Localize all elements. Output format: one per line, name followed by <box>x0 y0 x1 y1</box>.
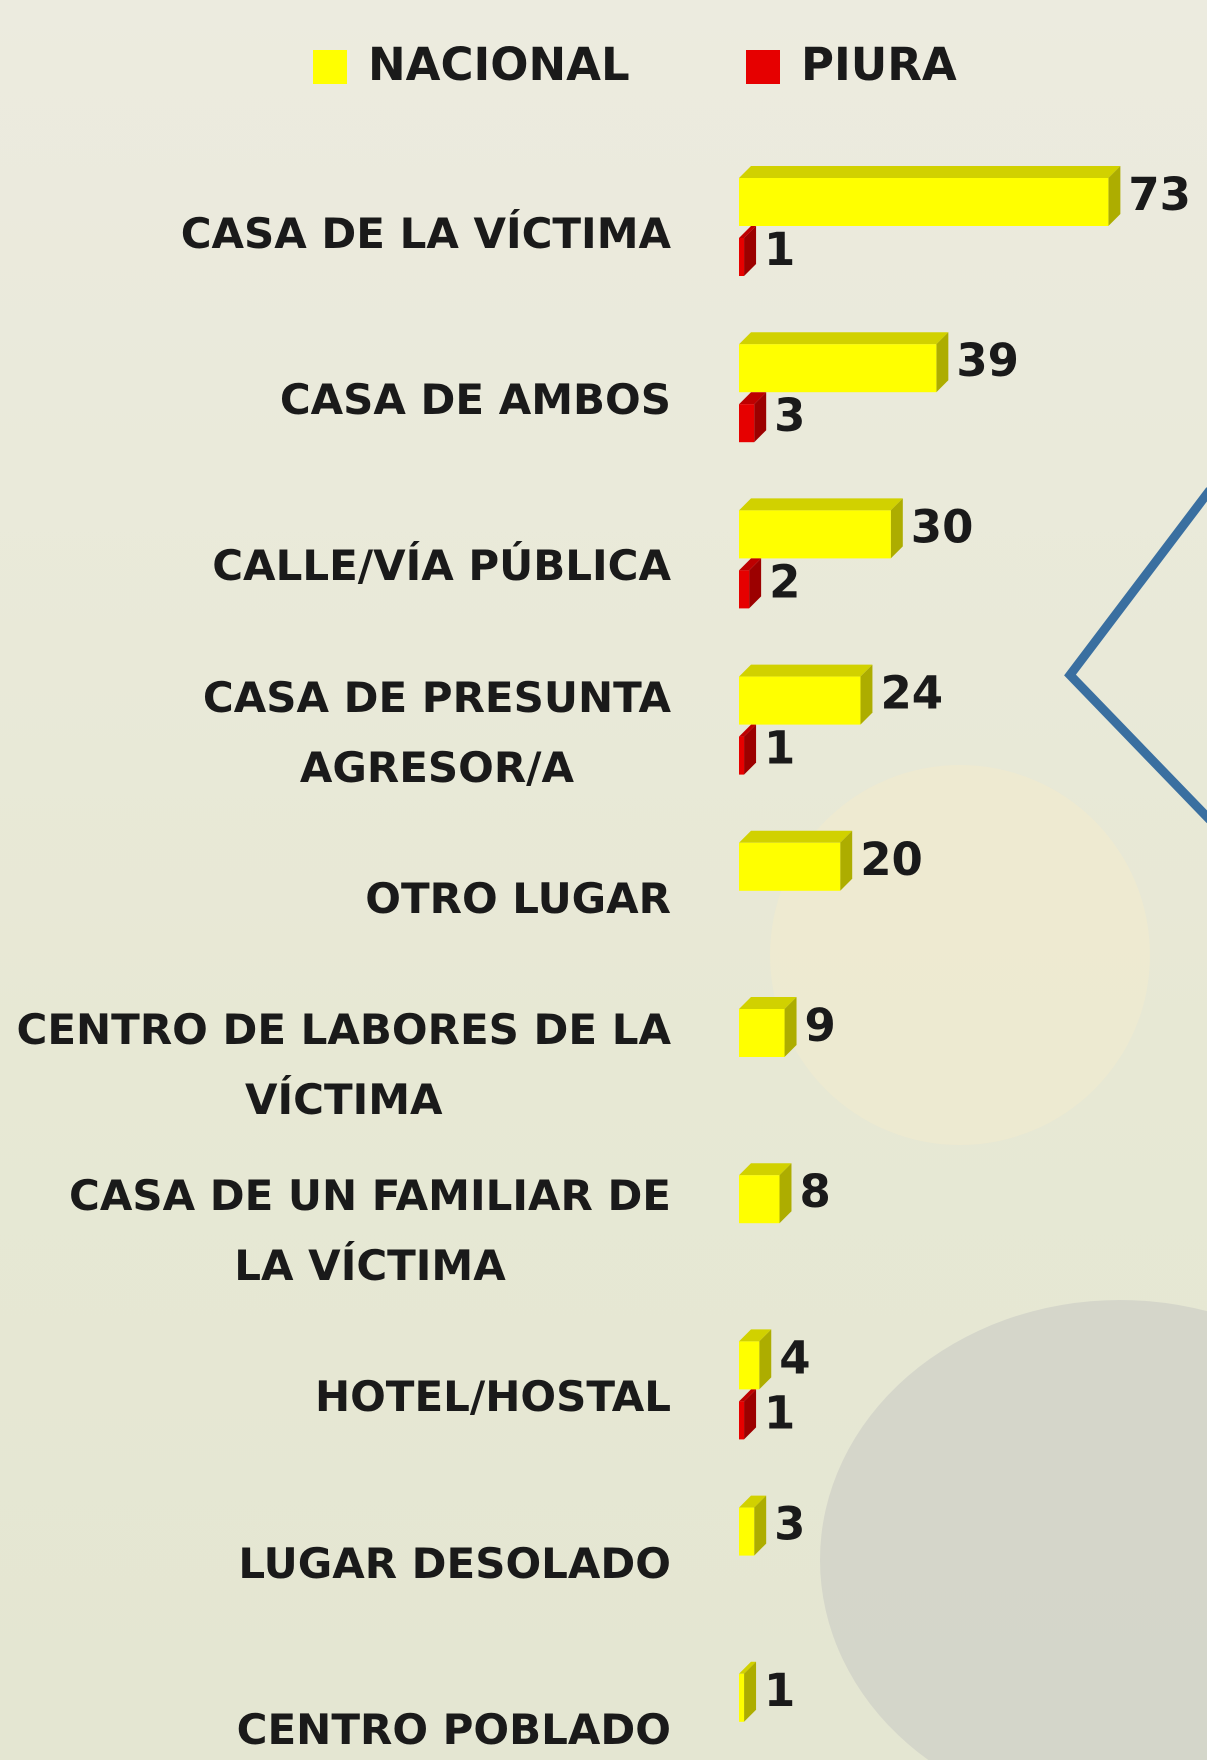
bar <box>739 166 1120 226</box>
decoration <box>1070 490 1207 820</box>
value-label: 73 <box>1128 168 1191 221</box>
legend-label: PIURA <box>801 38 957 91</box>
bar <box>739 1389 756 1439</box>
bar-face <box>739 498 903 510</box>
value-label: 39 <box>956 334 1019 387</box>
category-label: CASA DE PRESUNTA AGRESOR/A <box>203 663 671 803</box>
bar-face <box>739 1009 785 1057</box>
bar-face <box>739 344 936 392</box>
value-label: 1 <box>764 722 795 775</box>
bar <box>739 665 872 725</box>
legend-label: NACIONAL <box>368 38 630 91</box>
bar-face <box>739 570 749 608</box>
bar <box>739 1163 791 1223</box>
bar <box>739 725 756 775</box>
category-label: HOTEL/HOSTAL <box>315 1362 671 1432</box>
category-label: CENTRO POBLADO <box>237 1695 671 1760</box>
bar-face <box>739 831 852 843</box>
bar-face <box>739 1401 744 1439</box>
value-label: 1 <box>764 1664 795 1717</box>
bar <box>739 392 766 442</box>
bar <box>739 1662 756 1722</box>
bar-face <box>739 332 948 344</box>
bar <box>739 498 903 558</box>
bar-face <box>739 238 744 276</box>
value-label: 9 <box>805 999 836 1052</box>
bar-face <box>739 843 840 891</box>
bar <box>739 226 756 276</box>
decoration <box>770 765 1150 1145</box>
bar-face <box>739 510 891 558</box>
bar-face <box>739 178 1108 226</box>
bar-face <box>739 677 860 725</box>
value-label: 8 <box>799 1165 830 1218</box>
value-label: 3 <box>774 1498 805 1551</box>
bar <box>739 997 797 1057</box>
page: NACIONALPIURA73139330224120984131 CASA D… <box>0 0 1207 1760</box>
bar-face <box>739 665 872 677</box>
decoration <box>820 1300 1207 1760</box>
category-label: CASA DE UN FAMILIAR DE LA VÍCTIMA <box>69 1161 671 1301</box>
bar-face <box>739 1175 779 1223</box>
bar-face <box>739 1341 759 1389</box>
bar <box>739 558 761 608</box>
category-label: CALLE/VÍA PÚBLICA <box>212 531 671 601</box>
bar-face <box>739 737 744 775</box>
bar-face <box>739 166 1120 178</box>
value-label: 2 <box>769 555 800 608</box>
value-label: 1 <box>764 223 795 276</box>
value-label: 4 <box>779 1331 810 1384</box>
category-label: CASA DE LA VÍCTIMA <box>181 199 671 269</box>
value-label: 30 <box>911 500 974 553</box>
legend-swatch <box>746 50 780 84</box>
category-label: CENTRO DE LABORES DE LA VÍCTIMA <box>17 995 672 1135</box>
bar <box>739 831 852 891</box>
bar <box>739 1329 771 1389</box>
legend-swatch <box>313 50 347 84</box>
value-label: 24 <box>880 667 943 720</box>
value-label: 1 <box>764 1386 795 1439</box>
bar-face <box>739 1508 754 1556</box>
category-label: CASA DE AMBOS <box>280 365 671 435</box>
bar-face <box>739 404 754 442</box>
category-label: OTRO LUGAR <box>365 864 671 934</box>
bar <box>739 1496 766 1556</box>
bar <box>739 332 948 392</box>
bar-face <box>739 1674 744 1722</box>
value-label: 3 <box>774 389 805 442</box>
category-label: LUGAR DESOLADO <box>238 1529 671 1599</box>
value-label: 20 <box>860 833 923 886</box>
